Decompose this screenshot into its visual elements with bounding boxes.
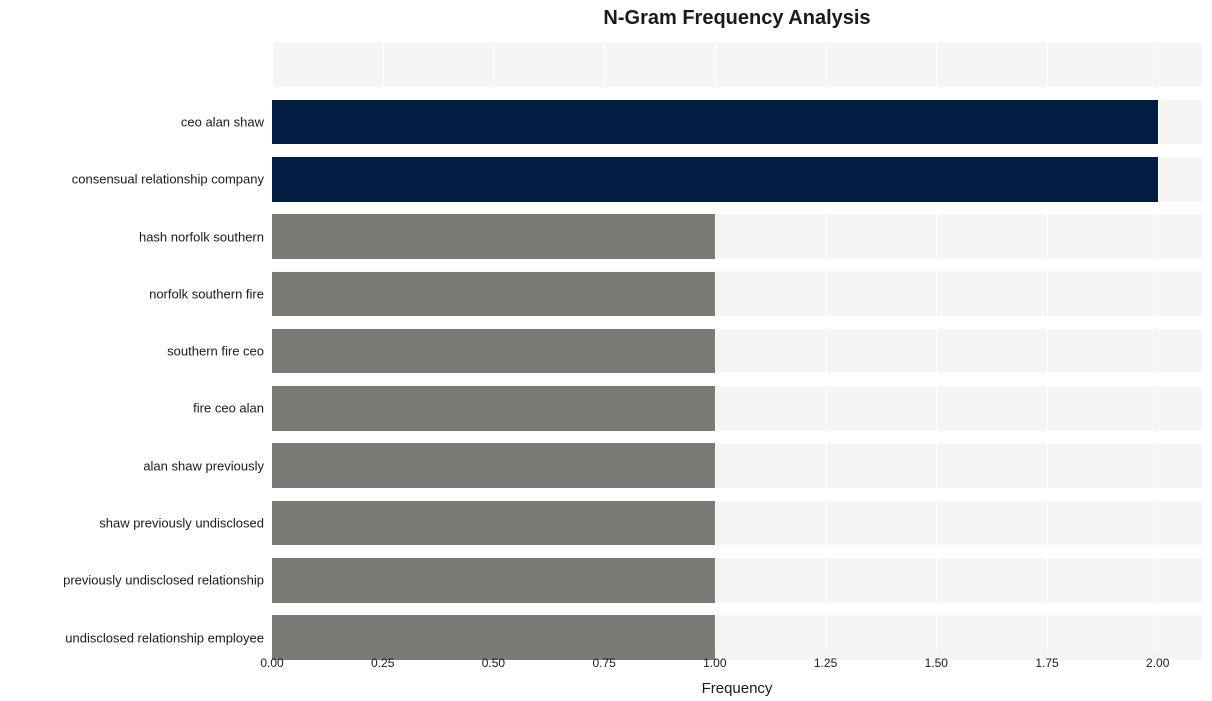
x-tick-label: 0.00	[260, 656, 283, 670]
bar	[272, 558, 715, 603]
y-tick-label: norfolk southern fire	[149, 286, 272, 301]
bar	[272, 272, 715, 317]
y-tick-label: consensual relationship company	[72, 172, 272, 187]
gridline	[1158, 36, 1159, 650]
x-tick-label: 1.50	[925, 656, 948, 670]
ngram-frequency-chart: N-Gram Frequency Analysis Frequency ceo …	[0, 0, 1212, 701]
y-tick-label: previously undisclosed relationship	[63, 573, 272, 588]
y-tick-label: southern fire ceo	[167, 344, 272, 359]
bar	[272, 214, 715, 259]
bar	[272, 157, 1158, 202]
bar	[272, 615, 715, 660]
x-tick-label: 0.50	[482, 656, 505, 670]
bar	[272, 329, 715, 374]
y-tick-label: ceo alan shaw	[181, 114, 272, 129]
x-tick-label: 1.00	[703, 656, 726, 670]
y-tick-label: alan shaw previously	[143, 458, 272, 473]
y-tick-label: undisclosed relationship employee	[65, 630, 272, 645]
bar	[272, 501, 715, 546]
y-tick-label: hash norfolk southern	[139, 229, 272, 244]
bar	[272, 100, 1158, 145]
y-tick-label: shaw previously undisclosed	[99, 516, 272, 531]
x-tick-label: 0.75	[592, 656, 615, 670]
chart-title: N-Gram Frequency Analysis	[272, 7, 1202, 30]
row-stripe	[272, 42, 1202, 87]
x-tick-label: 1.75	[1035, 656, 1058, 670]
plot-area: Frequency ceo alan shawconsensual relati…	[272, 36, 1202, 650]
bar	[272, 386, 715, 431]
x-axis-label: Frequency	[272, 680, 1202, 697]
x-tick-label: 0.25	[371, 656, 394, 670]
y-tick-label: fire ceo alan	[193, 401, 272, 416]
bar	[272, 443, 715, 488]
x-tick-label: 1.25	[814, 656, 837, 670]
x-tick-label: 2.00	[1146, 656, 1169, 670]
